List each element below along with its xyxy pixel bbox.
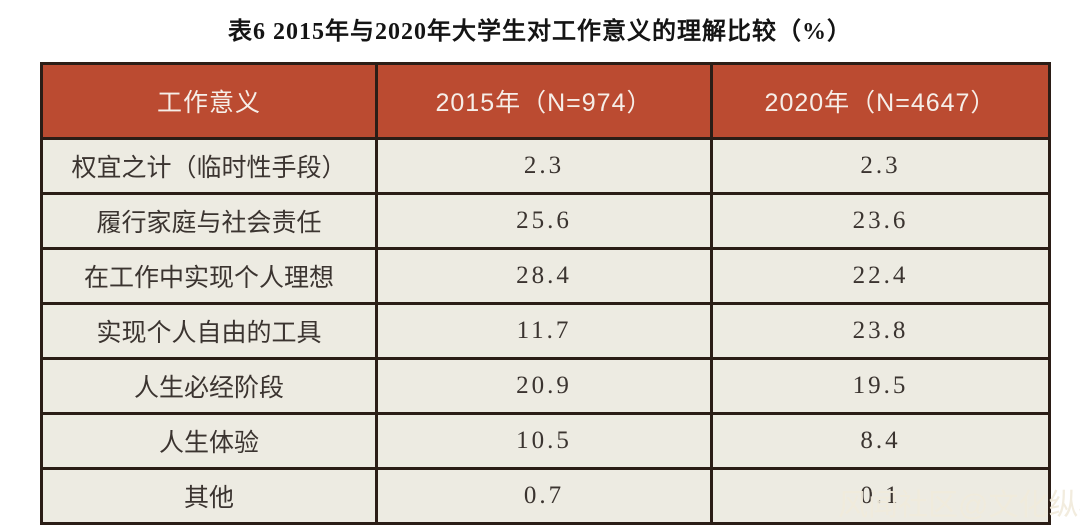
row-label: 权宜之计（临时性手段） bbox=[40, 137, 378, 195]
work-meaning-comparison-table: 工作意义 2015年（N=974） 2020年（N=4647） 权宜之计（临时性… bbox=[40, 62, 1051, 525]
column-header-2015: 2015年（N=974） bbox=[375, 62, 713, 140]
row-label: 其他 bbox=[40, 467, 378, 525]
value-2020: 23.6 bbox=[710, 192, 1051, 250]
value-2020: 23.8 bbox=[710, 302, 1051, 360]
value-2015: 25.6 bbox=[375, 192, 713, 250]
value-2015: 28.4 bbox=[375, 247, 713, 305]
table-row: 在工作中实现个人理想 28.4 22.4 bbox=[40, 247, 1051, 305]
header-row: 工作意义 2015年（N=974） 2020年（N=4647） bbox=[40, 62, 1051, 140]
row-label: 履行家庭与社会责任 bbox=[40, 192, 378, 250]
table-row: 人生必经阶段 20.9 19.5 bbox=[40, 357, 1051, 415]
column-header-2020: 2020年（N=4647） bbox=[710, 62, 1051, 140]
table-row: 人生体验 10.5 8.4 bbox=[40, 412, 1051, 470]
value-2015: 0.7 bbox=[375, 467, 713, 525]
value-2020: 8.4 bbox=[710, 412, 1051, 470]
table-row: 实现个人自由的工具 11.7 23.8 bbox=[40, 302, 1051, 360]
row-label: 实现个人自由的工具 bbox=[40, 302, 378, 360]
value-2020: 0.1 bbox=[710, 467, 1051, 525]
row-label: 人生体验 bbox=[40, 412, 378, 470]
value-2015: 20.9 bbox=[375, 357, 713, 415]
value-2015: 11.7 bbox=[375, 302, 713, 360]
table-row: 权宜之计（临时性手段） 2.3 2.3 bbox=[40, 137, 1051, 195]
row-label: 人生必经阶段 bbox=[40, 357, 378, 415]
value-2020: 2.3 bbox=[710, 137, 1051, 195]
value-2020: 19.5 bbox=[710, 357, 1051, 415]
table-row: 履行家庭与社会责任 25.6 23.6 bbox=[40, 192, 1051, 250]
value-2020: 22.4 bbox=[710, 247, 1051, 305]
value-2015: 2.3 bbox=[375, 137, 713, 195]
table-row: 其他 0.7 0.1 bbox=[40, 467, 1051, 525]
page-title: 表6 2015年与2020年大学生对工作意义的理解比较（%） bbox=[228, 19, 852, 45]
value-2015: 10.5 bbox=[375, 412, 713, 470]
row-label: 在工作中实现个人理想 bbox=[40, 247, 378, 305]
column-header-meaning: 工作意义 bbox=[40, 62, 378, 140]
